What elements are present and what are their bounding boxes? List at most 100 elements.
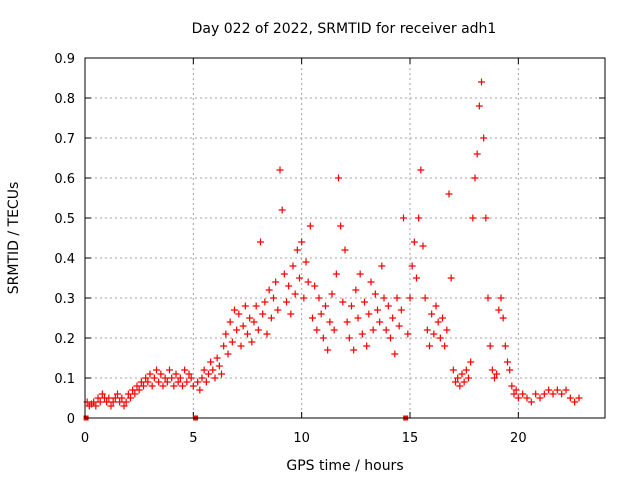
y-tick-label: 0.6 [54, 172, 75, 187]
data-point [250, 318, 258, 326]
data-point [527, 398, 535, 406]
data-point [319, 334, 327, 342]
data-point [259, 310, 267, 318]
data-point [207, 358, 215, 366]
data-point [493, 370, 501, 378]
data-point [443, 326, 451, 334]
data-point [575, 394, 583, 402]
data-point [337, 222, 345, 230]
data-point [376, 318, 384, 326]
data-point [447, 274, 455, 282]
data-point [469, 214, 477, 222]
data-point [562, 386, 570, 394]
data-point [523, 394, 531, 402]
data-point [536, 394, 544, 402]
data-point [423, 326, 431, 334]
data-point [322, 302, 329, 310]
data-point [161, 374, 169, 382]
data-point [391, 350, 399, 358]
data-point [311, 282, 319, 290]
data-point [514, 394, 522, 402]
data-point [172, 370, 180, 378]
data-point [248, 338, 256, 346]
data-point [218, 370, 225, 378]
data-point [332, 270, 340, 278]
data-point [96, 398, 104, 406]
data-point [432, 302, 440, 310]
data-point [222, 330, 230, 338]
data-point [129, 386, 137, 394]
data-point [309, 314, 316, 322]
x-tick-label: 10 [293, 431, 310, 446]
y-tick-label: 0.7 [54, 132, 75, 147]
data-point [449, 366, 457, 374]
data-point [185, 370, 193, 378]
data-point [198, 374, 206, 382]
data-point [267, 314, 275, 322]
data-point [300, 294, 308, 302]
data-point [330, 326, 338, 334]
data-point [137, 378, 145, 386]
y-tick-label: 0.2 [54, 332, 75, 347]
data-point [239, 322, 247, 330]
data-point [473, 150, 481, 158]
data-point [482, 214, 490, 222]
data-point [365, 310, 373, 318]
data-point [413, 274, 420, 282]
chart-title: Day 022 of 2022, SRMTID for receiver adh… [192, 21, 497, 37]
y-tick-label: 0.4 [54, 252, 75, 267]
data-point [183, 378, 191, 386]
data-point [289, 262, 297, 270]
data-point [148, 382, 156, 390]
data-point [194, 378, 202, 386]
data-point [343, 318, 351, 326]
data-point [98, 390, 106, 398]
data-point [231, 306, 238, 314]
data-point [571, 398, 579, 406]
data-point [439, 314, 446, 322]
data-point [220, 342, 228, 350]
data-point [510, 390, 518, 398]
data-point [304, 278, 312, 286]
data-point [92, 402, 100, 410]
data-point [553, 386, 561, 394]
data-point [235, 310, 243, 318]
data-point [213, 354, 221, 362]
data-point [228, 338, 236, 346]
data-point [395, 322, 403, 330]
data-point [166, 366, 173, 374]
data-point [150, 374, 158, 382]
data-point [456, 382, 464, 390]
data-point [116, 398, 124, 406]
data-point [296, 274, 303, 282]
data-point [209, 366, 217, 374]
data-point [324, 346, 332, 354]
data-point [103, 398, 111, 406]
data-point [408, 262, 416, 270]
data-point [335, 174, 342, 182]
data-point [313, 326, 321, 334]
data-point [291, 290, 299, 298]
data-point [111, 394, 119, 402]
data-point [566, 394, 574, 402]
data-point [491, 374, 498, 382]
points-layer [83, 78, 583, 410]
data-point [202, 378, 210, 386]
data-point [384, 302, 392, 310]
grid-layer [85, 58, 605, 418]
data-point [144, 378, 152, 386]
y-tick-label: 0.5 [54, 212, 75, 227]
y-tick-label: 0.9 [54, 52, 75, 67]
data-point [462, 366, 470, 374]
data-point [465, 374, 472, 382]
data-point [302, 258, 310, 266]
data-point [512, 386, 520, 394]
data-point [406, 294, 414, 302]
data-point [278, 206, 286, 214]
data-point [181, 366, 189, 374]
data-point [558, 390, 566, 398]
data-point [497, 294, 505, 302]
data-point [371, 290, 379, 298]
data-point [508, 382, 516, 390]
